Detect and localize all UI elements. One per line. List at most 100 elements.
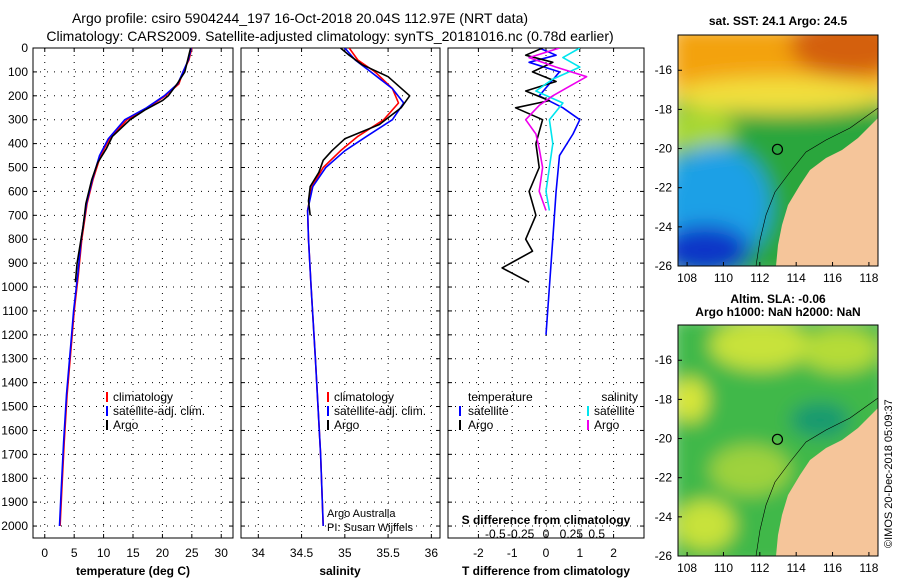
sst-field-cold — [678, 225, 750, 266]
difference-panel: -2 -1 0 1 2 -0.5 -0.25 0 0.25 0.5 S difference f… — [447, 47, 645, 578]
sla-map-subtitle: Argo h1000: NaN h2000: NaN — [695, 305, 860, 319]
map-lat-tick-label: -16 — [655, 353, 673, 367]
legend-title-temperature: temperature — [468, 390, 533, 404]
depth-tick-label: 1300 — [1, 352, 28, 366]
legend-label-satellite: satellite-adj. clim. — [113, 404, 205, 418]
depth-tick-label: 500 — [8, 161, 28, 175]
series-line-salinity-argo — [524, 48, 588, 211]
temperature-series — [58, 48, 193, 527]
top-scale-tick-label: -0.5 — [485, 527, 506, 541]
x-tick-label: 10 — [97, 546, 111, 560]
top-scale-tick-label: 0.25 — [560, 527, 584, 541]
map-lon-tick-label: 118 — [859, 271, 878, 285]
sla-map-title: Altim. SLA: -0.06 — [730, 292, 826, 306]
temperature-x-label: temperature (deg C) — [76, 564, 190, 578]
x-tick-label: -1 — [507, 546, 518, 560]
x-tick-label: 34.5 — [290, 546, 314, 560]
credit-argo-australia: Argo Australia — [327, 508, 396, 520]
bathymetry-contour — [755, 107, 878, 266]
x-tick-label: 35 — [338, 546, 352, 560]
x-tick-label: 1 — [576, 546, 583, 560]
x-tick-label: 20 — [156, 546, 170, 560]
map-lon-tick-label: 114 — [787, 561, 806, 575]
x-tick-label: 5 — [71, 546, 78, 560]
sla-map-ticks: 108 110 112 114 116 118 -16 -18 -20 -22 -24 -26 — [655, 353, 879, 575]
legend-label-argo: Argo — [334, 418, 360, 432]
temperature-panel: 0 5 10 15 20 25 30 temperature (deg C) climato… — [32, 47, 234, 578]
difference-series — [501, 48, 588, 335]
depth-tick-label: 300 — [8, 113, 28, 127]
temperature-x-ticks: 0 5 10 15 20 25 30 — [41, 546, 228, 560]
salinity-grid — [241, 47, 440, 538]
map-lat-tick-label: -20 — [655, 142, 673, 156]
difference-x-ticks: -2 -1 0 1 2 — [473, 546, 617, 560]
depth-tick-label: 0 — [21, 41, 28, 55]
depth-tick-label: 600 — [8, 184, 28, 198]
depth-tick-label: 900 — [8, 256, 28, 270]
depth-tick-label: 800 — [8, 232, 28, 246]
top-scale-tick-label: 0.5 — [588, 527, 605, 541]
x-tick-label: 0 — [41, 546, 48, 560]
sla-field-high — [800, 328, 878, 372]
sla-map-panel: Altim. SLA: -0.06 Argo h1000: NaN h2000:… — [655, 292, 879, 575]
x-tick-label: 15 — [126, 546, 140, 560]
depth-tick-label: 1200 — [1, 328, 28, 342]
sst-map-frame — [677, 34, 879, 267]
sst-map-panel: sat. SST: 24.1 Argo: 24.5 108 110 112 114 11… — [655, 14, 879, 285]
sla-field-high — [678, 500, 735, 550]
series-line-temperature-satellite — [528, 48, 581, 335]
map-lat-tick-label: -18 — [655, 102, 673, 116]
map-lon-tick-label: 110 — [714, 561, 733, 575]
series-line-argo — [307, 48, 411, 216]
salinity-legend: climatology satellite-adj. clim. Argo — [327, 390, 426, 432]
temperature-grid — [33, 47, 233, 538]
map-lon-tick-label: 114 — [787, 271, 806, 285]
map-lon-tick-label: 112 — [750, 561, 769, 575]
x-tick-label: 0 — [543, 546, 550, 560]
depth-tick-label: 1400 — [1, 376, 28, 390]
legend-label-t-argo: Argo — [468, 418, 494, 432]
x-tick-label: 25 — [185, 546, 199, 560]
sla-field-high — [710, 325, 810, 370]
sst-map-title: sat. SST: 24.1 Argo: 24.5 — [709, 14, 848, 28]
legend-label-argo: Argo — [113, 418, 139, 432]
map-lon-tick-label: 118 — [859, 561, 878, 575]
legend-label-climatology: climatology — [334, 390, 394, 404]
map-lat-tick-label: -16 — [655, 63, 673, 77]
argo-float-marker — [771, 433, 784, 445]
depth-tick-label: 1800 — [1, 471, 28, 485]
depth-tick-label: 1600 — [1, 423, 28, 437]
x-tick-label: 30 — [215, 546, 229, 560]
legend-label-satellite: satellite-adj. clim. — [334, 404, 426, 418]
map-lon-tick-label: 112 — [750, 271, 769, 285]
x-tick-label: 34 — [252, 546, 266, 560]
salinity-x-ticks: 34 34.5 35 35.5 36 — [252, 546, 439, 560]
x-tick-label: 2 — [610, 546, 617, 560]
land-shape — [776, 408, 878, 556]
map-lon-tick-label: 110 — [714, 271, 733, 285]
difference-s-label: S difference from climatology — [462, 513, 631, 527]
depth-axis: 0 100 200 300 400 500 600 700 800 900 1000 1100 1200… — [1, 41, 28, 533]
map-lat-tick-label: -22 — [655, 471, 673, 485]
map-lon-tick-label: 116 — [823, 271, 842, 285]
difference-grid — [448, 47, 644, 538]
legend-label-s-argo: Argo — [594, 418, 620, 432]
depth-tick-label: 2000 — [1, 519, 28, 533]
bathymetry-contour — [755, 397, 878, 556]
sst-field-lime — [678, 108, 735, 152]
map-lon-tick-label: 108 — [677, 271, 697, 285]
top-scale-tick-label: -0.25 — [507, 527, 535, 541]
sst-field-hot — [790, 35, 878, 77]
land-shape — [776, 118, 878, 266]
map-lat-tick-label: -22 — [655, 181, 673, 195]
series-line-argo — [74, 48, 192, 283]
argo-float-marker — [771, 143, 784, 155]
depth-tick-label: 1700 — [1, 447, 28, 461]
difference-top-scale-ticks: -0.5 -0.25 0 0.25 0.5 — [485, 527, 605, 541]
depth-tick-label: 200 — [8, 89, 28, 103]
salinity-series — [306, 48, 411, 527]
series-line-satellite-adj-clim- — [306, 48, 405, 527]
temperature-legend: climatology satellite-adj. clim. Argo — [106, 390, 205, 432]
credit-imos: ©IMOS 20-Dec-2018 05:09:37 — [883, 399, 895, 548]
